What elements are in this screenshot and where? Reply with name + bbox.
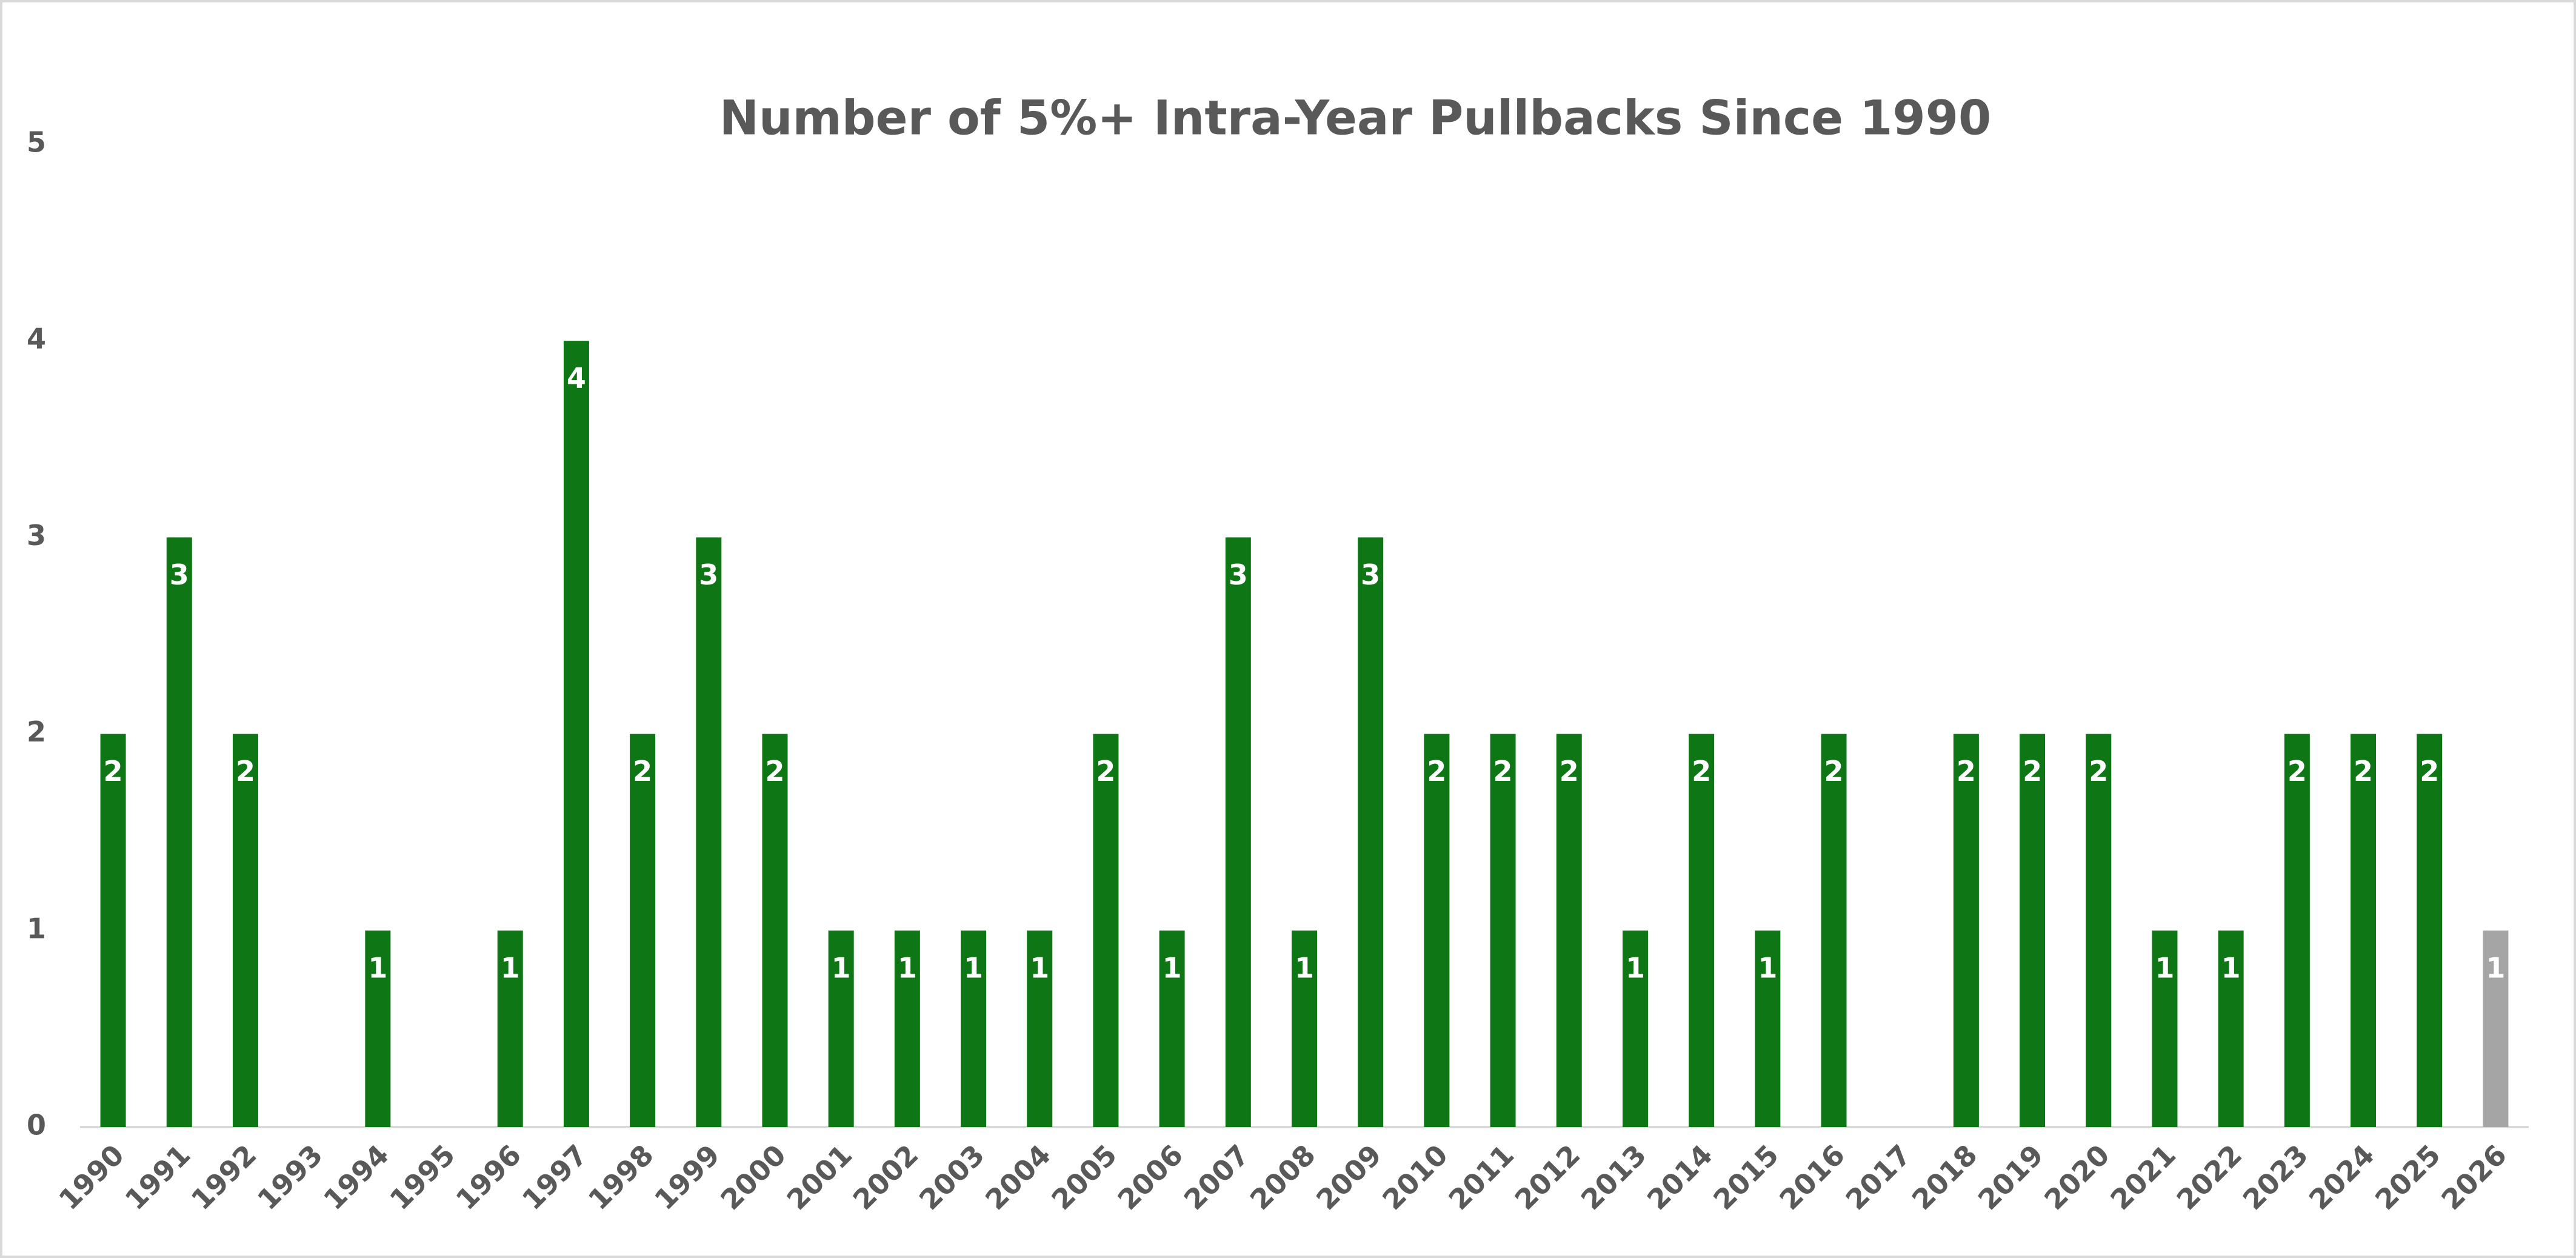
data-label: 1 xyxy=(1030,951,1049,984)
bar xyxy=(1358,537,1384,1127)
data-label: 2 xyxy=(765,755,784,788)
y-tick-label: 4 xyxy=(27,323,46,355)
bar xyxy=(894,930,920,1127)
data-label: 2 xyxy=(1096,755,1115,788)
data-label: 4 xyxy=(567,362,586,395)
bar xyxy=(497,930,523,1127)
bar xyxy=(2218,930,2244,1127)
data-label: 3 xyxy=(699,558,718,591)
bar xyxy=(563,341,589,1128)
bar xyxy=(1225,537,1251,1127)
bar xyxy=(828,930,854,1127)
bar xyxy=(762,734,788,1127)
data-label: 2 xyxy=(2023,755,2042,788)
data-label: 2 xyxy=(1427,755,1446,788)
y-tick-label: 1 xyxy=(27,912,46,945)
data-label: 1 xyxy=(2155,951,2174,984)
bar xyxy=(1622,930,1648,1127)
bar xyxy=(1093,734,1119,1127)
data-label: 1 xyxy=(501,951,520,984)
data-label: 2 xyxy=(1493,755,1513,788)
bar xyxy=(2152,930,2178,1127)
y-tick-label: 3 xyxy=(27,519,46,552)
data-label: 3 xyxy=(170,558,189,591)
data-label: 1 xyxy=(2486,951,2505,984)
bar xyxy=(1490,734,1516,1127)
data-label: 3 xyxy=(1361,558,1380,591)
data-label: 2 xyxy=(1957,755,1976,788)
bar xyxy=(1027,930,1053,1127)
bar xyxy=(1159,930,1185,1127)
data-label: 2 xyxy=(1692,755,1711,788)
bar xyxy=(1821,734,1847,1127)
data-label: 2 xyxy=(236,755,255,788)
bar xyxy=(1556,734,1582,1127)
bar xyxy=(166,537,192,1127)
data-label: 1 xyxy=(832,951,851,984)
bar xyxy=(1292,930,1317,1127)
bar xyxy=(1755,930,1781,1127)
bar xyxy=(2284,734,2310,1127)
data-label: 3 xyxy=(1229,558,1248,591)
bar xyxy=(2417,734,2443,1127)
data-label: 2 xyxy=(104,755,123,788)
bar xyxy=(1953,734,1979,1127)
bar xyxy=(100,734,126,1127)
chart-title: Number of 5%+ Intra-Year Pullbacks Since… xyxy=(719,91,1992,146)
data-label: 2 xyxy=(2354,755,2373,788)
data-label: 2 xyxy=(2287,755,2307,788)
data-label: 1 xyxy=(964,951,983,984)
data-label: 1 xyxy=(1295,951,1314,984)
data-label: 1 xyxy=(2221,951,2241,984)
bar xyxy=(232,734,258,1127)
y-tick-label: 0 xyxy=(27,1109,46,1142)
data-label: 1 xyxy=(368,951,387,984)
bar xyxy=(630,734,656,1127)
bar xyxy=(961,930,987,1127)
data-label: 2 xyxy=(1560,755,1579,788)
bar xyxy=(1424,734,1450,1127)
bar xyxy=(2483,930,2509,1127)
bar xyxy=(2020,734,2046,1127)
data-label: 1 xyxy=(1758,951,1777,984)
bar xyxy=(365,930,391,1127)
data-label: 1 xyxy=(1626,951,1645,984)
bar xyxy=(2086,734,2112,1127)
data-label: 2 xyxy=(1824,755,1844,788)
bar xyxy=(696,537,722,1127)
y-tick-label: 5 xyxy=(27,126,46,159)
data-label: 1 xyxy=(898,951,917,984)
bar xyxy=(2351,734,2377,1127)
data-label: 1 xyxy=(1163,951,1182,984)
y-tick-label: 2 xyxy=(27,715,46,748)
data-label: 2 xyxy=(2089,755,2108,788)
bar xyxy=(1689,734,1715,1127)
data-label: 2 xyxy=(633,755,652,788)
data-label: 2 xyxy=(2420,755,2439,788)
